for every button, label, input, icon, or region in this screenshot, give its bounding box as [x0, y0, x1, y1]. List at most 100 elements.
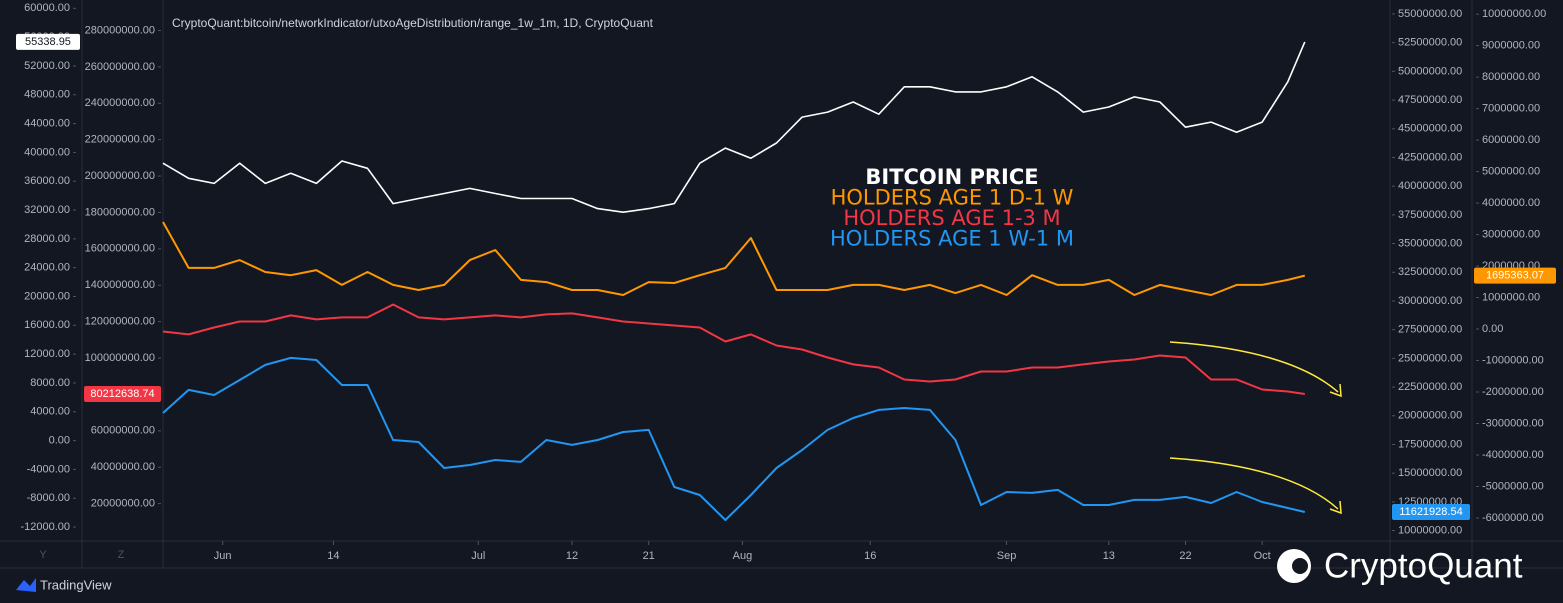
y-tick-label: 44000.00 — [24, 117, 70, 129]
last-value-label: 11621928.54 — [1399, 506, 1462, 518]
y-tick-label: 260000000.00 — [85, 61, 155, 73]
corner-button[interactable]: Z — [118, 549, 125, 561]
x-tick-label: 12 — [566, 550, 578, 562]
y-tick-label: 20000.00 — [24, 290, 70, 302]
y-tick-label: 12000.00 — [24, 348, 70, 360]
y-tick-label: 9000000.00 — [1482, 40, 1540, 52]
x-tick-label: 16 — [864, 550, 876, 562]
y-tick-label: 6000000.00 — [1482, 134, 1540, 146]
arrow — [1169, 341, 1339, 393]
y-tick-label: 180000000.00 — [85, 206, 155, 218]
y-tick-label: 40000.00 — [24, 146, 70, 158]
y-tick-label: 10000000.00 — [1482, 8, 1546, 20]
y-tick-label: -12000.00 — [20, 521, 70, 533]
y-tick-label: 100000000.00 — [85, 352, 155, 364]
last-value-box — [1392, 503, 1470, 520]
x-tick-label: 21 — [643, 550, 655, 562]
y-tick-label: 45000000.00 — [1398, 123, 1462, 135]
y-tick-label: 20000000.00 — [1398, 410, 1462, 422]
footer-text: TradingView — [40, 577, 112, 592]
y-tick-label: -6000000.00 — [1482, 512, 1544, 524]
arrows — [1169, 341, 1342, 515]
y-tick-label: 55000000.00 — [1398, 8, 1462, 20]
y-tick-label: 50000000.00 — [1398, 65, 1462, 77]
y-tick-label: 32500000.00 — [1398, 266, 1462, 278]
last-value-box — [16, 33, 80, 50]
arrow-head — [1329, 383, 1342, 398]
x-tick-label: Jun — [214, 550, 232, 562]
y-tick-label: 16000.00 — [24, 319, 70, 331]
y-tick-label: 8000000.00 — [1482, 71, 1540, 83]
arrow-head — [1329, 500, 1342, 515]
x-tick-label: 22 — [1179, 550, 1191, 562]
y-tick-label: 4000000.00 — [1482, 197, 1540, 209]
y-tick-label: 35000000.00 — [1398, 237, 1462, 249]
y-tick-label: 42500000.00 — [1398, 151, 1462, 163]
y-tick-label: 60000000.00 — [91, 425, 155, 437]
y-tick-label: 5000000.00 — [1482, 165, 1540, 177]
corner-button[interactable]: Y — [39, 549, 47, 561]
y-tick-label: 36000.00 — [24, 175, 70, 187]
y-tick-label: 60000.00 — [24, 2, 70, 14]
y-tick-label: -8000.00 — [27, 492, 70, 504]
y-tick-label: 40000000.00 — [1398, 180, 1462, 192]
y-tick-label: -2000000.00 — [1482, 386, 1544, 398]
y-tick-label: -5000000.00 — [1482, 480, 1544, 492]
y-tick-label: 40000000.00 — [91, 461, 155, 473]
x-tick-label: Jul — [471, 550, 485, 562]
last-value-label: 80212638.74 — [90, 388, 154, 400]
y-tick-label: 0.00 — [49, 434, 70, 446]
legend-entry: BITCOIN PRICE — [865, 165, 1038, 189]
last-value-box — [84, 386, 161, 403]
y-tick-label: -4000.00 — [27, 463, 70, 475]
y-tick-label: 140000000.00 — [85, 279, 155, 291]
y-tick-label: 4000.00 — [30, 406, 70, 418]
y-tick-label: 32000.00 — [24, 204, 70, 216]
watermark-logo — [1292, 558, 1308, 574]
legend-entry: HOLDERS AGE 1 D-1 W — [831, 186, 1074, 210]
y-tick-label: 25000000.00 — [1398, 352, 1462, 364]
x-tick-label: Sep — [997, 550, 1017, 562]
y-tick-label: 52000.00 — [24, 60, 70, 72]
y-tick-label: 22500000.00 — [1398, 381, 1462, 393]
x-tick-label: Aug — [733, 550, 753, 562]
y-tick-label: 280000000.00 — [85, 24, 155, 36]
last-value-box — [1474, 267, 1556, 284]
y-tick-label: 3000000.00 — [1482, 228, 1540, 240]
last-value-label: 1695363.07 — [1486, 270, 1544, 282]
last-value-label: 55338.95 — [25, 36, 71, 48]
chart-title: CryptoQuant:bitcoin/networkIndicator/utx… — [172, 16, 654, 30]
y-tick-label: 120000000.00 — [85, 316, 155, 328]
y-tick-label: -4000000.00 — [1482, 449, 1544, 461]
y-tick-label: 0.00 — [1482, 323, 1503, 335]
y-tick-label: 24000.00 — [24, 262, 70, 274]
y-tick-label: 52500000.00 — [1398, 37, 1462, 49]
y-tick-label: 8000.00 — [30, 377, 70, 389]
x-tick-label: 13 — [1103, 550, 1115, 562]
y-tick-label: 7000000.00 — [1482, 103, 1540, 115]
tradingview-logo — [16, 578, 36, 592]
y-tick-label: 10000000.00 — [1398, 524, 1462, 536]
y-tick-label: 15000000.00 — [1398, 467, 1462, 479]
y-tick-label: 48000.00 — [24, 89, 70, 101]
y-tick-label: 200000000.00 — [85, 170, 155, 182]
x-tick-label: Oct — [1254, 550, 1271, 562]
arrow — [1169, 457, 1339, 510]
series-line — [162, 41, 1306, 213]
y-tick-label: 17500000.00 — [1398, 438, 1462, 450]
y-tick-label: 37500000.00 — [1398, 209, 1462, 221]
legend-entry: HOLDERS AGE 1 W-1 M — [830, 227, 1074, 251]
y-tick-label: 240000000.00 — [85, 97, 155, 109]
y-tick-label: 27500000.00 — [1398, 324, 1462, 336]
series-line — [162, 356, 1306, 521]
y-tick-label: 1000000.00 — [1482, 291, 1540, 303]
y-tick-label: -3000000.00 — [1482, 417, 1544, 429]
series-line — [162, 221, 1306, 296]
y-tick-label: 47500000.00 — [1398, 94, 1462, 106]
series-line — [162, 303, 1305, 395]
y-tick-label: 220000000.00 — [85, 134, 155, 146]
legend-entry: HOLDERS AGE 1-3 M — [843, 206, 1060, 230]
